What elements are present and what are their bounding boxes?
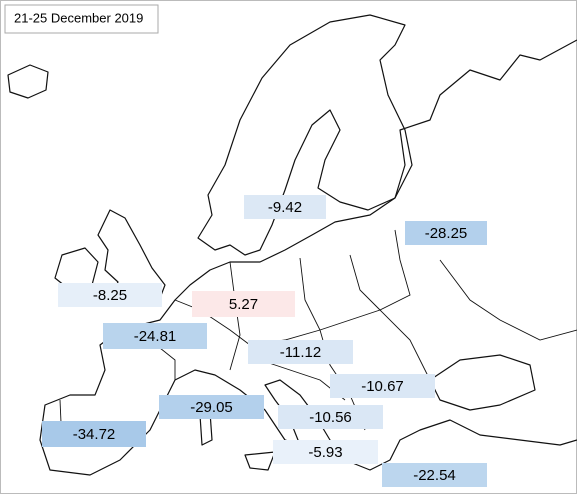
value-box: [273, 440, 378, 464]
value-box: [159, 395, 264, 419]
value-label: -10.56: [309, 409, 352, 426]
value-label: -29.05: [190, 399, 233, 416]
value-box: [42, 421, 146, 447]
value-label: -8.25: [93, 287, 127, 304]
value-box: [382, 463, 487, 487]
value-label: -9.42: [268, 199, 302, 216]
border: [349, 254, 431, 381]
value-label: -11.12: [280, 344, 321, 361]
coast: [7, 64, 49, 99]
value-box: [192, 291, 295, 317]
border: [439, 259, 577, 341]
value-label: -22.54: [413, 467, 456, 484]
value-label: -10.67: [361, 378, 404, 395]
title: 21-25 December 2019: [14, 10, 143, 25]
value-label: -5.93: [308, 444, 342, 461]
value-box: [330, 374, 435, 398]
title-box: [4, 4, 159, 34]
value-box: [278, 405, 383, 429]
value-label: 5.27: [229, 296, 258, 313]
value-box: [405, 221, 487, 245]
value-label: -28.25: [425, 225, 468, 242]
value-box: [58, 283, 162, 307]
coast: [244, 451, 276, 471]
value-box: [103, 323, 207, 349]
border: [229, 261, 241, 371]
value-label: -34.72: [73, 426, 116, 443]
value-label: -24.81: [134, 328, 177, 345]
value-box: [244, 195, 326, 219]
value-box: [248, 340, 353, 364]
coast: [429, 354, 536, 411]
